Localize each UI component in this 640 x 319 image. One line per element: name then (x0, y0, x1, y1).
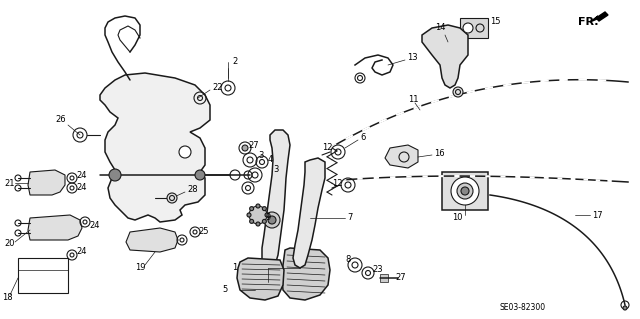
Text: 3: 3 (273, 166, 278, 174)
Text: 12: 12 (332, 179, 342, 188)
Polygon shape (385, 145, 418, 168)
Text: 8: 8 (345, 256, 350, 264)
Bar (380, 274, 388, 282)
Circle shape (265, 213, 269, 217)
Text: 13: 13 (407, 54, 418, 63)
Circle shape (109, 169, 121, 181)
Circle shape (195, 170, 205, 180)
Polygon shape (28, 170, 65, 195)
Polygon shape (422, 25, 468, 88)
Text: 15: 15 (490, 18, 500, 26)
Polygon shape (262, 130, 290, 270)
Text: 4: 4 (268, 155, 273, 165)
Text: 14: 14 (435, 24, 445, 33)
Text: 24: 24 (76, 170, 86, 180)
Ellipse shape (122, 138, 138, 162)
Text: 7: 7 (347, 213, 353, 222)
Text: 18: 18 (2, 293, 13, 302)
Text: 22: 22 (212, 84, 223, 93)
Circle shape (453, 87, 463, 97)
Text: 9: 9 (265, 213, 270, 222)
Polygon shape (282, 248, 330, 300)
Circle shape (179, 146, 191, 158)
Bar (442, 172, 488, 210)
Text: 16: 16 (434, 149, 445, 158)
Polygon shape (293, 158, 325, 268)
Circle shape (623, 306, 627, 310)
Text: 12: 12 (322, 144, 333, 152)
Text: 10: 10 (452, 213, 463, 222)
Text: 27: 27 (248, 140, 259, 150)
Text: 11: 11 (408, 95, 419, 105)
Text: 24: 24 (76, 248, 86, 256)
Circle shape (262, 207, 266, 211)
Circle shape (247, 213, 251, 217)
Polygon shape (100, 73, 210, 222)
Text: 24: 24 (76, 183, 86, 192)
Circle shape (249, 206, 267, 224)
Circle shape (242, 145, 248, 151)
Text: 27: 27 (395, 273, 406, 283)
Polygon shape (590, 12, 608, 22)
Polygon shape (28, 215, 82, 240)
Text: 6: 6 (360, 133, 365, 143)
Ellipse shape (161, 140, 175, 160)
Text: 21: 21 (4, 179, 15, 188)
Circle shape (463, 23, 473, 33)
Circle shape (268, 216, 276, 224)
Circle shape (250, 207, 253, 211)
Circle shape (250, 219, 253, 223)
Text: 23: 23 (372, 265, 383, 275)
Text: 2: 2 (232, 57, 237, 66)
Circle shape (256, 204, 260, 208)
Bar (18, 258, 68, 293)
Text: SE03-82300: SE03-82300 (500, 303, 546, 313)
Text: 17: 17 (592, 211, 603, 219)
Text: 26: 26 (55, 115, 66, 124)
Circle shape (457, 183, 473, 199)
Circle shape (262, 219, 266, 223)
Bar (460, 18, 488, 38)
Text: 28: 28 (187, 186, 198, 195)
Text: 24: 24 (89, 220, 99, 229)
Text: 25: 25 (198, 227, 209, 236)
Circle shape (451, 177, 479, 205)
Polygon shape (126, 228, 178, 252)
Circle shape (167, 193, 177, 203)
Polygon shape (237, 258, 284, 300)
Text: 19: 19 (135, 263, 145, 272)
Text: 1: 1 (232, 263, 237, 272)
Text: 20: 20 (4, 240, 15, 249)
Circle shape (461, 187, 469, 195)
Circle shape (264, 212, 280, 228)
Text: 3: 3 (258, 151, 264, 160)
Text: FR.: FR. (578, 17, 598, 27)
Text: 5: 5 (222, 286, 227, 294)
Circle shape (256, 222, 260, 226)
